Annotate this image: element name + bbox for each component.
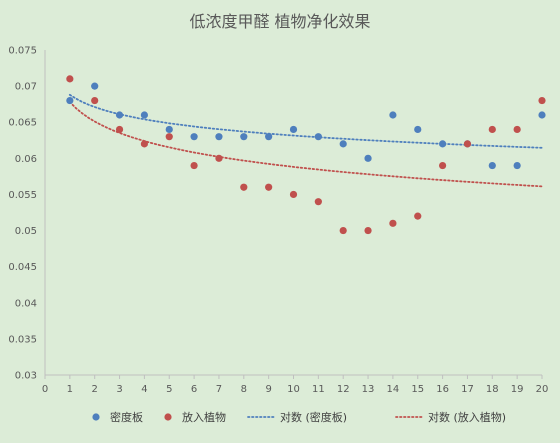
- legend-label-series-0: 密度板: [110, 410, 143, 424]
- series-1-point-5: [190, 161, 198, 170]
- x-tick-label-0: 0: [42, 384, 48, 395]
- series-1-point-12: [364, 226, 372, 235]
- y-tick-label-0: 0.03: [15, 371, 37, 382]
- x-tick-label-15: 15: [411, 384, 424, 395]
- series-1-point-2: [115, 125, 124, 134]
- series-0-point-3: [140, 111, 148, 119]
- series-1-point-11: [339, 226, 347, 235]
- series-1-point-1: [91, 96, 99, 105]
- x-tick-label-10: 10: [287, 384, 300, 395]
- y-tick-label-2: 0.04: [15, 298, 37, 309]
- x-tick-label-18: 18: [486, 384, 499, 395]
- series-1-point-9: [289, 190, 298, 199]
- x-tick-label-8: 8: [241, 384, 247, 395]
- x-tick-label-4: 4: [141, 384, 147, 395]
- legend-label-trendline-1: 对数 (放入植物): [428, 410, 506, 424]
- series-0-point-4: [165, 125, 173, 134]
- x-tick-label-17: 17: [461, 384, 474, 395]
- series-1-point-19: [538, 96, 546, 105]
- series-0-point-14: [414, 125, 422, 134]
- series-1-point-14: [414, 212, 422, 220]
- series-0-point-6: [215, 133, 223, 141]
- series-0-point-17: [488, 161, 496, 170]
- series-0-point-1: [91, 82, 99, 90]
- x-tick-label-6: 6: [191, 384, 197, 395]
- y-tick-label-4: 0.05: [15, 226, 37, 237]
- legend: 密度板 放入植物 对数 (密度板) 对数 (放入植物): [92, 410, 506, 424]
- series-0-point-18: [513, 161, 521, 170]
- series-1-point-13: [389, 219, 397, 227]
- plot-area: 0.03 0.035 0.04 0.045 0.05 0.055 0.06 0.065 0.07…: [8, 46, 548, 396]
- chart-title: 低浓度甲醛 植物净化效果: [189, 12, 370, 31]
- series-0-point-7: [240, 133, 248, 141]
- legend-marker-series-0: [92, 413, 100, 421]
- series-1-point-17: [488, 125, 496, 134]
- trendline-0: [68, 93, 543, 149]
- x-tick-label-5: 5: [166, 384, 172, 395]
- series-0-point-9: [289, 125, 298, 134]
- series-1-point-7: [240, 183, 248, 191]
- x-tick-label-12: 12: [337, 384, 350, 395]
- legend-label-trendline-0: 对数 (密度板): [280, 410, 347, 424]
- series-0-point-10: [314, 133, 322, 141]
- y-tick-label-3: 0.045: [8, 262, 37, 273]
- x-tick-label-11: 11: [312, 384, 325, 395]
- y-tick-label-8: 0.07: [15, 82, 37, 93]
- series-0-point-2: [115, 111, 124, 119]
- x-tick-label-19: 19: [511, 384, 524, 395]
- x-tick-label-1: 1: [67, 384, 73, 395]
- y-tick-label-5: 0.055: [8, 190, 37, 201]
- series-1-point-16: [463, 140, 472, 148]
- series-0-point-19: [538, 111, 546, 119]
- series-1-point-0: [66, 75, 74, 83]
- x-tick-label-16: 16: [436, 384, 449, 395]
- legend-marker-series-1: [164, 413, 172, 421]
- x-tick-label-2: 2: [92, 384, 98, 395]
- x-tick-label-13: 13: [362, 384, 375, 395]
- series-1-point-8: [265, 183, 273, 191]
- series-1-point-10: [314, 198, 322, 206]
- series-0-point-12: [364, 154, 372, 162]
- x-tick-label-3: 3: [116, 384, 122, 395]
- series-1-point-18: [513, 125, 521, 134]
- series-0-point-13: [389, 111, 397, 119]
- series-0-point-11: [339, 140, 347, 148]
- series-0-point-0: [66, 96, 74, 105]
- legend-label-series-1: 放入植物: [182, 410, 226, 424]
- series-0-point-8: [265, 133, 273, 141]
- series-1-point-3: [140, 140, 148, 148]
- series-1-point-4: [165, 133, 173, 141]
- x-tick-label-14: 14: [387, 384, 400, 395]
- series-0-point-5: [190, 133, 198, 141]
- y-tick-label-1: 0.035: [8, 334, 37, 345]
- y-tick-label-9: 0.075: [8, 46, 37, 57]
- series-1-point-6: [215, 154, 223, 162]
- x-tick-label-7: 7: [216, 384, 222, 395]
- x-tick-label-20: 20: [536, 384, 549, 395]
- trendline-1: [68, 101, 543, 188]
- series-0-point-15: [439, 140, 447, 148]
- x-tick-label-9: 9: [265, 384, 271, 395]
- series-1-point-15: [439, 161, 447, 170]
- y-tick-label-7: 0.065: [8, 118, 37, 129]
- y-tick-label-6: 0.06: [15, 154, 37, 165]
